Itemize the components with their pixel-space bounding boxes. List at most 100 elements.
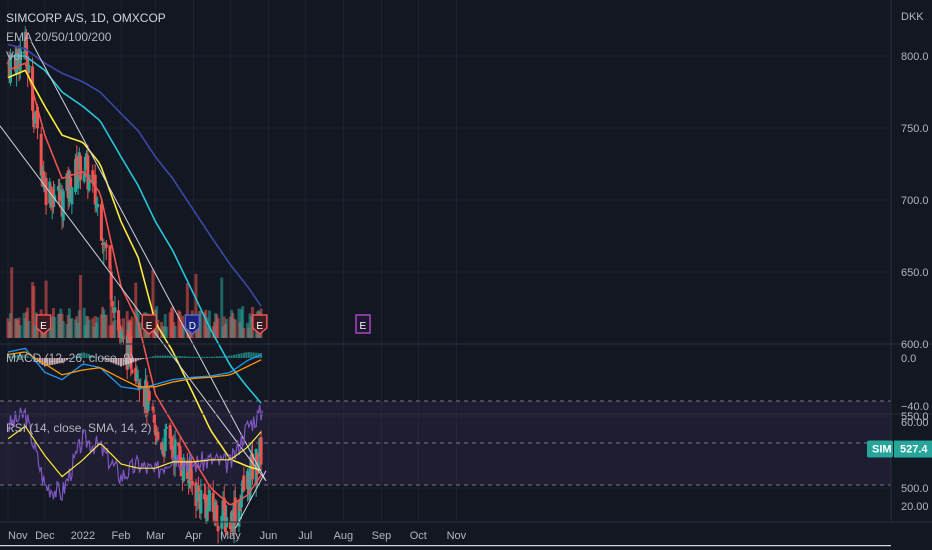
macd-hist-14 bbox=[41, 358, 44, 365]
macd-hist-50 bbox=[129, 358, 132, 363]
candle-body-29 bbox=[56, 186, 60, 191]
macd-hist-82 bbox=[208, 356, 211, 358]
volume-bar-38 bbox=[70, 317, 74, 338]
macd-hist-4 bbox=[16, 354, 19, 358]
candle-body-72 bbox=[129, 336, 133, 369]
event-marker-letter: E bbox=[256, 321, 263, 332]
time-tick-label-4: Mar bbox=[146, 530, 165, 542]
trendline-0[interactable] bbox=[0, 125, 267, 482]
macd-hist-76 bbox=[193, 356, 196, 358]
grid bbox=[0, 0, 891, 522]
macd-hist-78 bbox=[198, 356, 201, 358]
volume-bar-123 bbox=[216, 318, 220, 338]
time-tick-label-3: Feb bbox=[112, 530, 131, 542]
candle-body-67 bbox=[120, 335, 124, 339]
macd-hist-18 bbox=[51, 358, 54, 365]
volume-bar-18 bbox=[35, 324, 39, 338]
candle-body-98 bbox=[173, 439, 177, 466]
macd-hist-0 bbox=[7, 355, 9, 358]
price-tag-symbol-bg bbox=[867, 440, 893, 458]
candle-body-129 bbox=[228, 521, 232, 530]
ema-legend[interactable]: EMA 20/50/100/200 bbox=[6, 30, 112, 44]
time-tick-label-1: Dec bbox=[35, 530, 55, 542]
trendline-1[interactable] bbox=[30, 41, 267, 482]
macd-hist-87 bbox=[220, 356, 223, 358]
event-marker-letter: E bbox=[146, 321, 153, 332]
macd-hist-73 bbox=[186, 356, 189, 358]
price-tick-label-4: 600.0 bbox=[901, 339, 929, 351]
price-tick-label-3: 650.0 bbox=[901, 267, 929, 279]
candle-body-99 bbox=[177, 443, 181, 447]
volume-bar-103 bbox=[182, 325, 186, 338]
candle-body-11 bbox=[24, 32, 28, 60]
candle-body-138 bbox=[242, 475, 246, 491]
macd-hist-39 bbox=[102, 358, 105, 360]
candle-body-92 bbox=[163, 428, 167, 452]
candle-body-86 bbox=[153, 425, 157, 436]
candle-body-126 bbox=[222, 497, 226, 510]
candle-body-103 bbox=[182, 457, 186, 482]
macd-hist-32 bbox=[85, 353, 88, 358]
price-tick-label-2: 700.0 bbox=[901, 195, 929, 207]
time-axis[interactable]: Nov Dec 2022 Feb Mar Apr May Jun Jul Aug Sep Oct Nov bbox=[8, 530, 467, 542]
event-marker-shape bbox=[141, 314, 158, 335]
macd-hist-100 bbox=[252, 352, 255, 358]
event-marker-shape bbox=[184, 314, 201, 335]
volume-bar-60 bbox=[109, 276, 113, 338]
symbol-title[interactable]: SIMCORP A/S, 1D, OMXCOP bbox=[6, 11, 166, 25]
volume-bar-23 bbox=[44, 280, 48, 338]
macd-hist-77 bbox=[196, 356, 199, 358]
macd-hist-58 bbox=[149, 356, 152, 358]
candle-body-116 bbox=[205, 500, 209, 522]
candle-body-46 bbox=[85, 154, 89, 156]
price-tag-symbol: SIM bbox=[872, 444, 892, 456]
macd-hist-31 bbox=[83, 352, 86, 358]
candle-body-55 bbox=[101, 242, 105, 246]
volume-legend[interactable]: Vol bbox=[6, 49, 23, 63]
event-marker-4[interactable]: E bbox=[355, 314, 371, 334]
event-marker-2[interactable]: D bbox=[184, 314, 201, 335]
event-marker-1[interactable]: E bbox=[141, 314, 158, 335]
candle-body-43 bbox=[78, 155, 82, 180]
macd-hist-34 bbox=[90, 355, 93, 358]
macd-hist-25 bbox=[68, 358, 71, 359]
price-tick-label-1: 750.0 bbox=[901, 123, 929, 135]
event-marker-shape bbox=[252, 314, 268, 335]
macd-line-macd bbox=[7, 347, 262, 390]
line-ema20 bbox=[7, 62, 262, 506]
volume-bar-109 bbox=[194, 273, 198, 338]
volume-bar-124 bbox=[220, 277, 224, 338]
candle-body-133 bbox=[233, 497, 237, 524]
volume-bar-3 bbox=[10, 267, 14, 338]
macd-hist-59 bbox=[151, 356, 154, 358]
event-marker-0[interactable]: E bbox=[35, 314, 52, 335]
candle-body-33 bbox=[61, 191, 65, 221]
candle-body-60 bbox=[109, 271, 113, 300]
candle-body-108 bbox=[190, 480, 194, 486]
macd-hist-40 bbox=[105, 358, 108, 361]
macd-hist-15 bbox=[43, 358, 46, 367]
macd-hist-68 bbox=[174, 355, 177, 358]
macd-hist-86 bbox=[218, 356, 221, 358]
candle-body-136 bbox=[239, 495, 243, 508]
macd-hist-1 bbox=[9, 355, 12, 358]
rsi-legend[interactable]: RSI (14, close, SMA, 14, 2) bbox=[6, 421, 151, 435]
candle-body-64 bbox=[117, 310, 121, 331]
time-tick-label-0: Nov bbox=[8, 530, 28, 542]
volume-bar-13 bbox=[27, 320, 31, 338]
candle-body-76 bbox=[136, 379, 140, 381]
macd-hist-99 bbox=[250, 352, 253, 358]
trendline-2[interactable] bbox=[234, 470, 267, 529]
last-price-tag: SIM 527.4 bbox=[867, 440, 932, 458]
price-axis[interactable]: 800.0750.0700.0650.0600.0550.0500.0450.0… bbox=[901, 51, 929, 550]
event-marker-3[interactable]: E bbox=[252, 314, 268, 335]
trendlines[interactable] bbox=[0, 41, 891, 547]
volume-bar-84 bbox=[151, 269, 155, 338]
macd-hist-45 bbox=[117, 358, 120, 366]
volume-bar-73 bbox=[130, 316, 134, 338]
macd-hist-55 bbox=[142, 358, 145, 360]
macd-hist-3 bbox=[14, 355, 17, 358]
macd-legend[interactable]: MACD (12, 26, close, 9) bbox=[6, 351, 134, 365]
